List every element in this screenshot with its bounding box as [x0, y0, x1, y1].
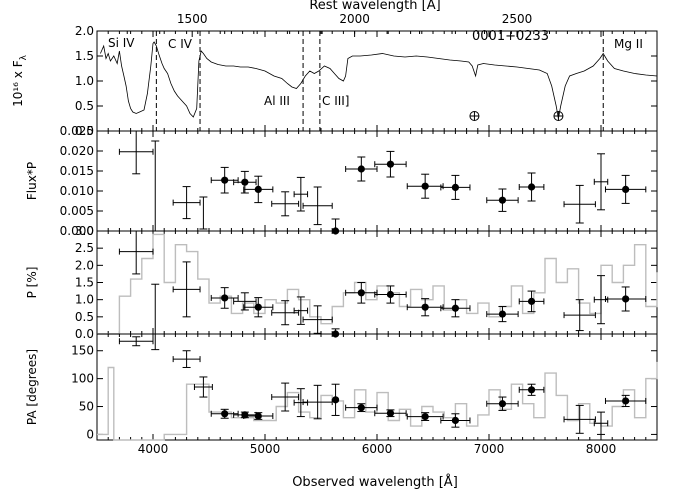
data-point [527, 297, 536, 305]
data-point [622, 397, 630, 405]
top-axis-label: Rest wavelength [Å] [309, 0, 440, 13]
y-axis-label-subscript: λ [19, 54, 29, 60]
data-point [221, 176, 229, 184]
data-point [357, 404, 365, 412]
panel-position_angle: 4000 5000 6000 7000 8000 0 50 100 150 PA [degrees… [25, 333, 658, 456]
data-point [221, 410, 229, 418]
y-tick-label: 0.020 [60, 144, 94, 158]
y-tick-label: 0.025 [60, 124, 94, 138]
emission-line-label: C IV [168, 37, 193, 51]
data-point [254, 185, 262, 193]
data-point [498, 196, 507, 204]
top-tick-label: 2000 [339, 12, 370, 26]
data-point [241, 411, 249, 419]
data-point [527, 183, 536, 191]
data-point [357, 289, 365, 297]
y-tick-label: 0 [86, 427, 94, 441]
panel-frame [96, 130, 658, 232]
y-tick-label: 2.0 [75, 258, 94, 272]
x-axis-label: Observed wavelength [Å] [292, 474, 458, 490]
y-tick-label: 0.0 [75, 327, 94, 341]
y-axis-label: Flux*P [25, 162, 39, 200]
data-point [622, 185, 630, 193]
y-tick-label: 3.0 [75, 224, 94, 238]
y-tick-label: 100 [71, 372, 94, 386]
y-tick-label: 0.0 [75, 124, 94, 138]
y-tick-label: 2.5 [75, 241, 94, 255]
y-tick-label: 0.5 [75, 99, 94, 113]
panel-frame [96, 333, 658, 441]
x-tick-label: 7000 [474, 442, 505, 456]
data-point [386, 160, 395, 168]
emission-line-label: Mg II [614, 37, 643, 51]
polarization-overlay [97, 361, 658, 441]
y-tick-label: 0.005 [60, 204, 94, 218]
top-tick-label: 2500 [502, 12, 533, 26]
top-tick-label: 1500 [177, 12, 208, 26]
y-tick-label: 1.5 [75, 49, 94, 63]
y-tick-label: 0.000 [60, 224, 94, 238]
y-axis-label: PA [degrees] [25, 349, 39, 425]
data-point [254, 303, 262, 311]
data-point [386, 409, 395, 417]
emission-line-label: C III] [322, 94, 350, 108]
polarization-overlay [97, 233, 658, 335]
panel-polarization: 0.0 0.5 1.0 1.5 2.0 2.5 3.0 P [%] [25, 224, 658, 341]
object-label: 0001+0233 [472, 29, 549, 44]
panel-spectrum: 1500 2000 2500 0.0 0.5 1.0 1.5 2.0 10¹⁶ x Fλ Si I… [11, 12, 658, 138]
data-point [357, 165, 365, 173]
data-point [451, 304, 459, 312]
y-tick-label: 0.015 [60, 164, 94, 178]
data-point [421, 182, 429, 190]
data-point [241, 178, 249, 186]
data-point [498, 400, 507, 408]
y-tick-label: 1.0 [75, 74, 94, 88]
data-point [254, 412, 262, 420]
data-point [622, 295, 630, 303]
data-point [421, 303, 429, 311]
spectrum-line [100, 41, 658, 119]
x-tick-label: 4000 [138, 442, 169, 456]
data-point [451, 183, 459, 191]
emission-line-label: Al III [264, 94, 290, 108]
y-tick-label: 150 [71, 344, 94, 358]
y-axis-label: P [%] [25, 267, 39, 299]
y-tick-label: 50 [79, 400, 94, 414]
panel-polarized_flux: 0.000 0.005 0.010 0.015 0.020 0.025 Flux*P [25, 124, 658, 238]
y-tick-label: 1.5 [75, 276, 94, 290]
data-point [221, 294, 229, 302]
data-point [421, 412, 429, 421]
data-point [527, 386, 536, 394]
data-point [498, 310, 507, 318]
y-tick-label: 1.0 [75, 293, 94, 307]
panel-frame [96, 230, 658, 335]
y-tick-label: 0.010 [60, 184, 94, 198]
emission-line-label: Si IV [108, 36, 135, 50]
y-tick-label: 2.0 [75, 24, 94, 38]
y-axis-label: 10¹⁶ x Fλ [11, 54, 29, 107]
data-point [331, 396, 340, 404]
data-point [451, 416, 459, 425]
y-tick-label: 0.5 [75, 310, 94, 324]
x-tick-label: 5000 [250, 442, 281, 456]
data-point [386, 290, 395, 299]
x-tick-label: 8000 [586, 442, 617, 456]
x-tick-label: 6000 [362, 442, 393, 456]
